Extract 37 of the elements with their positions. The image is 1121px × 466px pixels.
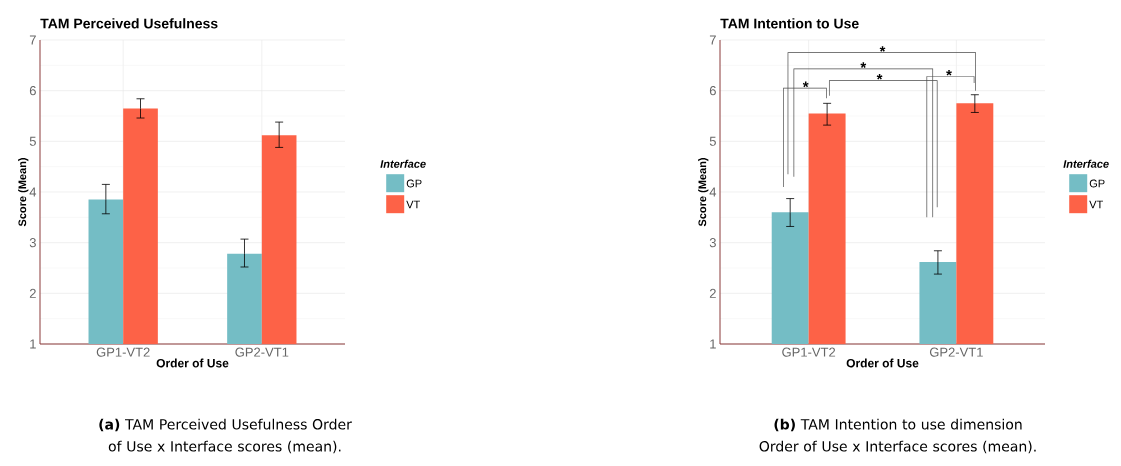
annotation: *: [876, 74, 883, 80]
chart-title: TAM Intention to Use: [720, 18, 859, 29]
x-axis-title: Order of Use: [846, 358, 919, 368]
legend-label: GP: [1089, 179, 1105, 188]
text: (a) TAM Perceived Usefulness Order of Use x Interface scores (mean).: [99, 418, 352, 454]
y-tick-label: 4: [709, 187, 717, 197]
legend-title: Interface: [380, 159, 426, 168]
legend-label: VT: [406, 200, 420, 209]
legend-title: Interface: [1063, 159, 1109, 168]
y-tick-label: 6: [709, 86, 716, 96]
y-tick-label: 1: [30, 339, 36, 349]
y-tick-label: 3: [709, 238, 716, 248]
annotation: *: [946, 69, 952, 76]
y-tick-label: 1: [710, 339, 716, 349]
y-tick-label: 2: [709, 288, 716, 298]
x-axis-title: Order of Use: [156, 358, 229, 368]
y-tick-label: 5: [709, 136, 716, 146]
x-tick-label: GP1-VT2: [782, 347, 836, 357]
annotation: *: [802, 81, 809, 88]
x-tick-label: GP2-VT1: [929, 347, 983, 357]
legend-label: GP: [406, 179, 422, 188]
y-tick-label: 6: [29, 86, 36, 96]
y-tick-label: 4: [29, 187, 37, 197]
x-tick-label: GP1-VT2: [96, 347, 150, 357]
y-tick-label: 7: [709, 35, 716, 45]
x-tick-label: GP2-VT1: [235, 347, 289, 357]
y-tick-label: 2: [29, 288, 36, 298]
chart-title: TAM Perceived Usefulness: [40, 18, 218, 29]
y-tick-label: 3: [29, 238, 36, 248]
annotation: *: [860, 62, 867, 68]
y-axis-title: Score (Mean): [18, 158, 29, 227]
annotation: *: [879, 46, 886, 52]
text: (b) TAM Intention to use dimension Order of Use x Interface scores (mean).: [759, 418, 1036, 454]
y-tick-label: 7: [29, 35, 36, 45]
y-tick-label: 5: [29, 136, 36, 146]
y-axis-title: Score (Mean): [698, 158, 709, 227]
legend-label: VT: [1089, 200, 1104, 209]
